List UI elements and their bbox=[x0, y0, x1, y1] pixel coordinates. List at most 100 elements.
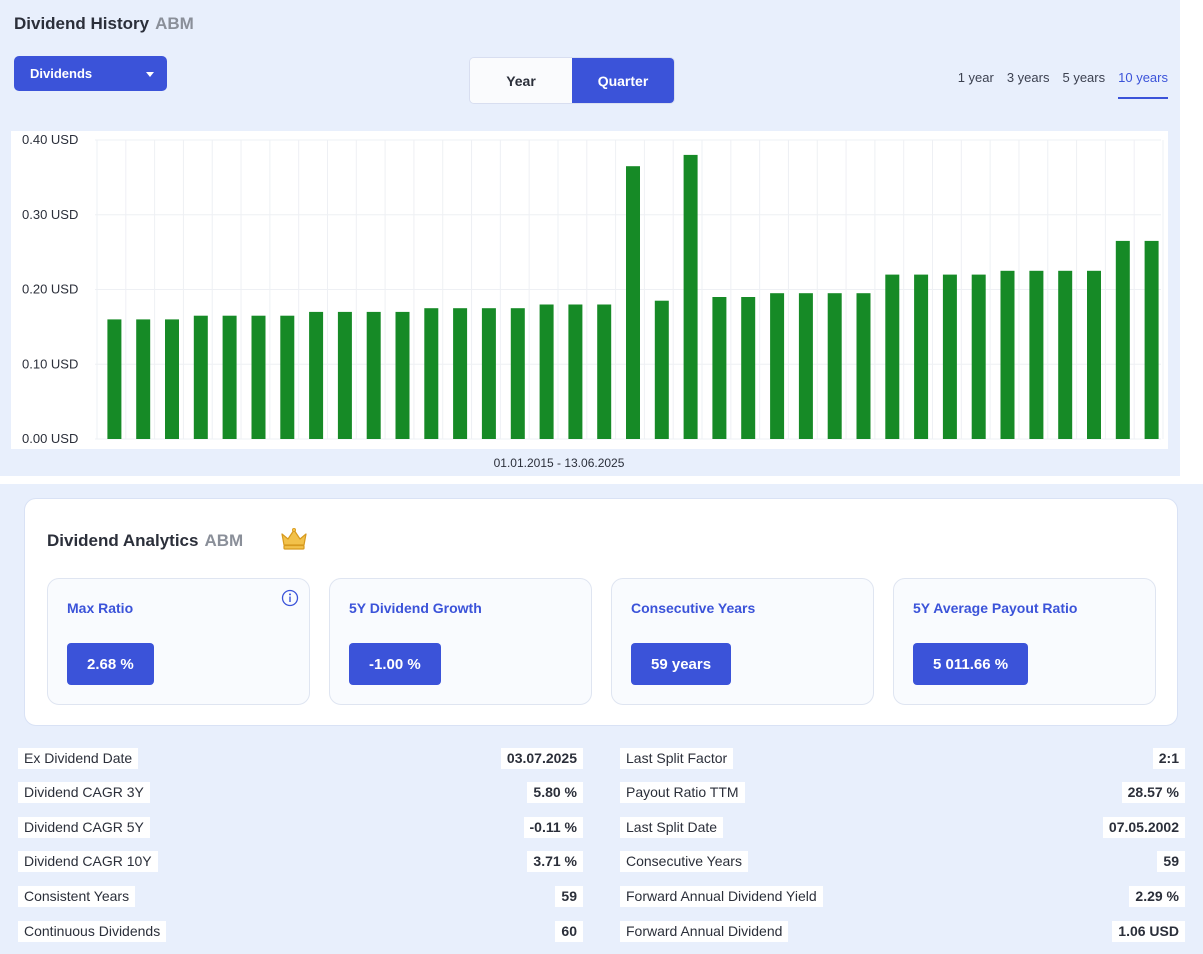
detail-row: Payout Ratio TTM 28.57 % bbox=[620, 782, 1185, 803]
metric-card-5y-average-payout-ratio: 5Y Average Payout Ratio 5 011.66 % bbox=[893, 578, 1156, 705]
detail-row: Forward Annual Dividend Yield 2.29 % bbox=[620, 886, 1185, 907]
dividend-chart: 0.00 USD 0.10 USD 0.20 USD 0.30 USD 0.40 USD bbox=[11, 131, 1168, 449]
dividend-bar[interactable] bbox=[136, 319, 151, 439]
dividend-bar[interactable] bbox=[942, 274, 957, 439]
info-icon[interactable] bbox=[281, 589, 299, 607]
detail-row: Dividend CAGR 3Y 5.80 % bbox=[18, 782, 583, 803]
dividend-bar[interactable] bbox=[222, 315, 237, 439]
analytics-ticker: ABM bbox=[204, 531, 244, 550]
detail-label: Forward Annual Dividend bbox=[620, 921, 789, 942]
detail-value: -0.11 % bbox=[523, 817, 583, 838]
chart-date-range: 01.01.2015 - 13.06.2025 bbox=[493, 456, 625, 470]
detail-value: 28.57 % bbox=[1121, 782, 1185, 803]
dividend-bar[interactable] bbox=[539, 304, 554, 440]
detail-label: Consecutive Years bbox=[620, 851, 748, 872]
dividend-bar[interactable] bbox=[107, 319, 122, 439]
detail-value: 2:1 bbox=[1152, 748, 1185, 769]
detail-label: Payout Ratio TTM bbox=[620, 782, 745, 803]
detail-value: 3.71 % bbox=[527, 851, 583, 872]
y-tick-label: 0.30 USD bbox=[22, 207, 78, 222]
toggle-quarter[interactable]: Quarter bbox=[572, 58, 674, 103]
y-tick-label: 0.40 USD bbox=[22, 132, 78, 147]
detail-row: Last Split Factor 2:1 bbox=[620, 748, 1185, 769]
detail-row: Dividend CAGR 10Y 3.71 % bbox=[18, 851, 583, 872]
range-10-years[interactable]: 10 years bbox=[1118, 70, 1168, 99]
dividend-bar[interactable] bbox=[165, 319, 179, 439]
metric-value: -1.00 % bbox=[349, 643, 441, 685]
range-1-year[interactable]: 1 year bbox=[957, 70, 994, 85]
detail-value: 07.05.2002 bbox=[1102, 817, 1185, 838]
metric-label: Consecutive Years bbox=[631, 600, 756, 616]
dividend-bar[interactable] bbox=[741, 297, 756, 439]
analytics-title: Dividend Analytics ABM bbox=[47, 531, 243, 551]
dividend-bar[interactable] bbox=[337, 311, 352, 439]
dividend-analytics-panel: Dividend Analytics ABM Max Ratio 2.68 % 5… bbox=[0, 484, 1203, 954]
dividend-bar[interactable] bbox=[1144, 240, 1159, 439]
detail-row: Dividend CAGR 5Y -0.11 % bbox=[18, 817, 583, 838]
dividend-bar[interactable] bbox=[481, 308, 496, 439]
dividend-bar[interactable] bbox=[683, 154, 698, 439]
dividend-bar[interactable] bbox=[395, 311, 410, 439]
toggle-year[interactable]: Year bbox=[470, 58, 572, 103]
detail-value: 2.29 % bbox=[1129, 886, 1185, 907]
detail-row: Consistent Years 59 bbox=[18, 886, 583, 907]
dividend-bar[interactable] bbox=[510, 308, 525, 439]
dividend-bar[interactable] bbox=[251, 315, 266, 439]
dividend-bar[interactable] bbox=[597, 304, 612, 440]
detail-label: Ex Dividend Date bbox=[18, 748, 139, 769]
dividend-bar[interactable] bbox=[1029, 270, 1044, 439]
dividend-bar-chart: 0.00 USD 0.10 USD 0.20 USD 0.30 USD 0.40 USD bbox=[22, 132, 1164, 446]
detail-label: Last Split Date bbox=[620, 817, 724, 838]
metric-dropdown-label: Dividends bbox=[30, 66, 93, 81]
dividend-bar[interactable] bbox=[1000, 270, 1015, 439]
analytics-card: Dividend Analytics ABM Max Ratio 2.68 % 5… bbox=[24, 498, 1178, 726]
dividend-bar[interactable] bbox=[366, 311, 381, 439]
dividend-bar[interactable] bbox=[626, 166, 640, 439]
detail-value: 1.06 USD bbox=[1112, 921, 1185, 942]
detail-row: Continuous Dividends 60 bbox=[18, 921, 583, 942]
dividend-bar[interactable] bbox=[827, 293, 842, 439]
range-3-years[interactable]: 3 years bbox=[1006, 70, 1050, 85]
detail-label: Last Split Factor bbox=[620, 748, 734, 769]
detail-value: 59 bbox=[555, 886, 583, 907]
range-selector: 1 year 3 years 5 years 10 years bbox=[958, 70, 1168, 99]
detail-label: Forward Annual Dividend Yield bbox=[620, 886, 823, 907]
range-5-years[interactable]: 5 years bbox=[1062, 70, 1106, 85]
history-ticker: ABM bbox=[155, 14, 194, 33]
dividend-history-title: Dividend History ABM bbox=[14, 14, 194, 34]
dividend-bar[interactable] bbox=[654, 300, 669, 439]
dividend-bar[interactable] bbox=[568, 304, 583, 440]
dividend-bar[interactable] bbox=[424, 308, 439, 439]
detail-value: 5.80 % bbox=[527, 782, 583, 803]
detail-label: Dividend CAGR 3Y bbox=[18, 782, 150, 803]
dividend-bar[interactable] bbox=[193, 315, 208, 439]
dividend-bar[interactable] bbox=[1087, 270, 1101, 439]
dividend-bar[interactable] bbox=[856, 293, 871, 439]
detail-row: Forward Annual Dividend 1.06 USD bbox=[620, 921, 1185, 942]
metric-card-max-ratio: Max Ratio 2.68 % bbox=[47, 578, 310, 705]
detail-value: 03.07.2025 bbox=[500, 748, 583, 769]
crown-icon bbox=[281, 527, 307, 550]
dividend-bar[interactable] bbox=[885, 274, 900, 439]
detail-label: Dividend CAGR 5Y bbox=[18, 817, 150, 838]
dividend-bar[interactable] bbox=[1115, 240, 1130, 439]
dividend-bar[interactable] bbox=[712, 297, 727, 439]
metric-card-5y-dividend-growth: 5Y Dividend Growth -1.00 % bbox=[329, 578, 592, 705]
dividend-bar[interactable] bbox=[280, 315, 295, 439]
dividend-bar[interactable] bbox=[770, 293, 785, 439]
dividend-bar[interactable] bbox=[453, 308, 468, 439]
dividend-bar[interactable] bbox=[798, 293, 813, 439]
dividend-bar[interactable] bbox=[971, 274, 986, 439]
metric-label: Max Ratio bbox=[67, 600, 134, 616]
history-title-text: Dividend History bbox=[14, 14, 150, 33]
detail-value: 60 bbox=[555, 921, 583, 942]
metric-dropdown[interactable]: Dividends bbox=[14, 56, 167, 91]
analytics-title-text: Dividend Analytics bbox=[47, 531, 199, 550]
dividend-bar[interactable] bbox=[309, 311, 324, 439]
y-tick-label: 0.00 USD bbox=[22, 431, 78, 446]
dividend-bar[interactable] bbox=[914, 274, 929, 439]
dividend-bar[interactable] bbox=[1058, 270, 1073, 439]
detail-row: Ex Dividend Date 03.07.2025 bbox=[18, 748, 583, 769]
detail-label: Dividend CAGR 10Y bbox=[18, 851, 158, 872]
dividend-history-panel: Dividend History ABM Dividends Year Quart… bbox=[0, 0, 1180, 476]
